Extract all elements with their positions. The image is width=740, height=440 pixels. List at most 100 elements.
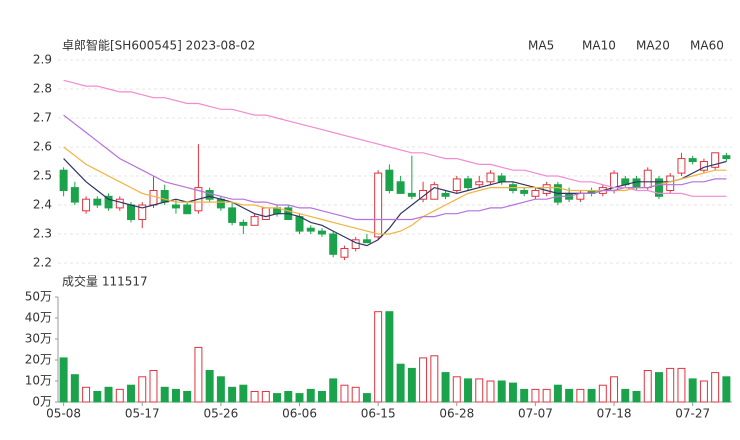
x-tick-label: 05-26	[203, 407, 238, 421]
volume-bar	[688, 378, 697, 403]
candle-body	[688, 158, 697, 163]
volume-bar	[284, 391, 293, 403]
y-tick-label: 2.8	[33, 82, 52, 96]
candle-body	[171, 204, 180, 209]
volume-bar	[93, 391, 102, 403]
candle-body	[385, 169, 394, 191]
volume-bar	[587, 388, 596, 403]
ma-line	[63, 79, 727, 197]
x-tick-label: 06-15	[361, 407, 396, 421]
candle-body	[149, 190, 158, 206]
volume-bar	[273, 393, 282, 403]
candle-body	[104, 195, 113, 209]
candle-body	[419, 190, 428, 200]
volume-bar	[452, 376, 461, 403]
y-tick-label: 0万	[32, 395, 52, 409]
y-tick-label: 2.2	[33, 256, 52, 270]
x-tick-label: 05-17	[125, 407, 160, 421]
y-tick-label: 2.3	[33, 227, 52, 241]
volume-bar	[127, 384, 135, 403]
candle-body	[306, 227, 315, 232]
candle-body	[666, 175, 675, 191]
x-tick-label: 06-06	[282, 407, 317, 421]
x-tick-label: 07-07	[518, 407, 553, 421]
volume-bar	[643, 370, 652, 403]
y-tick-label: 2.7	[33, 111, 52, 125]
volume-bar	[385, 311, 394, 403]
candle-body	[643, 169, 652, 189]
candle-body	[531, 190, 540, 197]
y-tick-label: 30万	[25, 332, 52, 346]
volume-bar	[82, 386, 91, 403]
candle-body	[497, 175, 506, 183]
volume-bar	[542, 388, 551, 403]
chart-title: 卓郎智能[SH600545] 2023-08-02	[62, 38, 255, 53]
candle-body	[70, 187, 79, 203]
candle-body	[475, 181, 484, 186]
candle-body	[329, 233, 338, 255]
candle-body	[183, 204, 192, 215]
volume-bar	[171, 388, 180, 403]
candle-body	[216, 198, 225, 209]
legend-entry: MA10	[582, 39, 616, 53]
volume-bar	[295, 393, 304, 403]
volume-bar	[205, 370, 214, 403]
legend-entry: MA60	[690, 39, 724, 53]
candle-body	[722, 155, 731, 160]
volume-bar	[711, 372, 720, 403]
legend-entry: MA5	[528, 39, 554, 53]
volume-bar	[374, 311, 383, 403]
volume-bar	[261, 391, 270, 403]
volume-bar	[104, 386, 113, 403]
volume-bar	[464, 378, 472, 403]
candle-body	[396, 181, 405, 194]
candle-body	[520, 190, 529, 194]
volume-bar	[655, 372, 663, 403]
candle-body	[655, 178, 663, 197]
candle-body	[441, 192, 450, 197]
volume-bar	[228, 386, 237, 403]
candle-body	[542, 184, 551, 194]
volume-bar	[419, 357, 428, 403]
x-tick-label: 05-08	[46, 407, 81, 421]
volume-bar	[598, 384, 607, 403]
volume-bar	[441, 372, 450, 403]
candle-body	[138, 204, 147, 220]
volume-bar	[194, 346, 203, 403]
volume-bar	[699, 380, 708, 403]
volume-bar	[318, 391, 326, 403]
candle-body	[340, 248, 349, 258]
volume-bar	[565, 388, 574, 403]
volume-bar	[216, 376, 225, 403]
candle-body	[59, 169, 68, 191]
volume-bar	[149, 370, 158, 403]
candle-body	[362, 239, 371, 244]
ma-line	[63, 114, 727, 221]
volume-bar	[677, 367, 686, 403]
volume-bar	[160, 386, 169, 403]
legend-entry: MA20	[636, 39, 670, 53]
y-tick-label: 20万	[25, 353, 52, 367]
candle-body	[711, 152, 720, 168]
volume-bar	[621, 388, 630, 403]
volume-bar	[722, 376, 731, 403]
volume-bar	[362, 393, 371, 403]
candle-body	[318, 230, 326, 235]
candle-body	[228, 207, 237, 223]
candle-body	[374, 172, 383, 238]
candle-body	[250, 216, 259, 226]
candle-body	[452, 178, 461, 191]
y-tick-label: 2.6	[33, 140, 52, 154]
candle-body	[93, 198, 102, 206]
y-tick-label: 40万	[25, 311, 52, 325]
candle-body	[295, 216, 304, 232]
volume-bar	[576, 388, 585, 403]
candle-body	[205, 190, 214, 200]
volume-bar	[475, 378, 484, 403]
y-tick-label: 2.4	[33, 198, 52, 212]
volume-bar	[486, 380, 495, 403]
volume-bar	[407, 367, 416, 403]
volume-title: 成交量 111517	[62, 274, 148, 289]
volume-bar	[666, 367, 675, 403]
